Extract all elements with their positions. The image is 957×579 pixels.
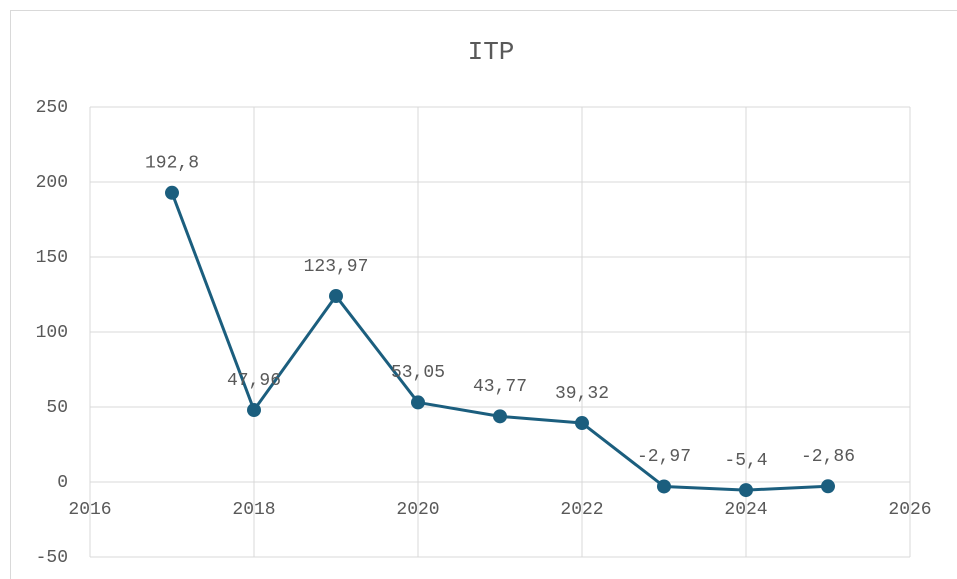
data-point (739, 483, 753, 498)
x-tick-label: 2020 (396, 500, 439, 520)
x-tick-label: 2018 (232, 500, 275, 520)
data-point (657, 479, 671, 494)
y-tick-label: 200 (36, 173, 68, 193)
data-point (165, 185, 179, 200)
data-label: 43,77 (473, 377, 527, 397)
data-label: 123,97 (304, 257, 369, 277)
x-tick-label: 2016 (68, 500, 111, 520)
data-label: 39,32 (555, 384, 609, 404)
data-point (247, 403, 261, 418)
data-label: 47,96 (227, 371, 281, 391)
x-tick-label: 2024 (724, 500, 767, 520)
data-point (411, 395, 425, 410)
data-label: 192,8 (145, 154, 199, 174)
data-label: 53,05 (391, 363, 445, 383)
data-point (493, 409, 507, 424)
data-point (329, 289, 343, 304)
data-point (575, 416, 589, 431)
chart-title: ITP (468, 37, 515, 67)
x-tick-label: 2022 (560, 500, 603, 520)
y-tick-label: 0 (57, 473, 68, 493)
data-label: -5,4 (724, 451, 767, 471)
y-tick-label: 250 (36, 98, 68, 118)
data-label: -2,86 (801, 447, 855, 467)
y-tick-label: 100 (36, 323, 68, 343)
y-tick-label: 50 (46, 398, 68, 418)
y-tick-label: 150 (36, 248, 68, 268)
data-label: -2,97 (637, 447, 691, 467)
chart-border (10, 10, 957, 579)
data-line (170, 192, 829, 492)
data-point (821, 479, 835, 494)
y-tick-label: -50 (36, 548, 68, 568)
x-tick-label: 2026 (888, 500, 931, 520)
